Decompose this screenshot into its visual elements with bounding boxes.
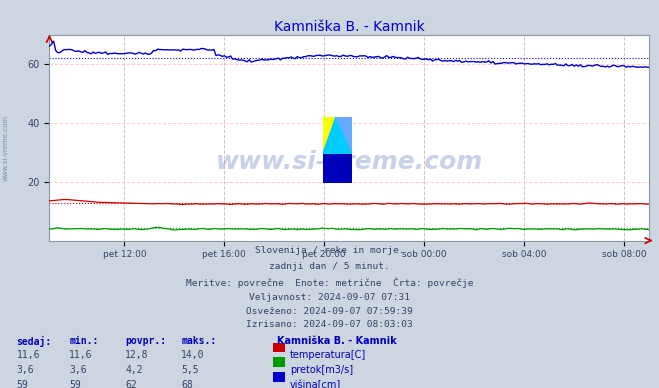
Text: temperatura[C]: temperatura[C]: [290, 350, 366, 360]
Text: Slovenija / reke in morje.: Slovenija / reke in morje.: [255, 246, 404, 255]
Text: www.si-vreme.com: www.si-vreme.com: [215, 151, 483, 175]
Text: Meritve: povrečne  Enote: metrične  Črta: povrečje: Meritve: povrečne Enote: metrične Črta: …: [186, 277, 473, 288]
Text: 14,0: 14,0: [181, 350, 205, 360]
Text: maks.:: maks.:: [181, 336, 216, 346]
Title: Kamniška B. - Kamnik: Kamniška B. - Kamnik: [274, 20, 424, 34]
Text: 3,6: 3,6: [69, 365, 87, 375]
Text: pretok[m3/s]: pretok[m3/s]: [290, 365, 353, 375]
Text: višina[cm]: višina[cm]: [290, 380, 341, 388]
Text: 59: 59: [69, 380, 81, 388]
Text: Kamniška B. - Kamnik: Kamniška B. - Kamnik: [277, 336, 397, 346]
Text: sedaj:: sedaj:: [16, 336, 51, 346]
Text: 62: 62: [125, 380, 137, 388]
Text: Veljavnost: 2024-09-07 07:31: Veljavnost: 2024-09-07 07:31: [249, 293, 410, 302]
Text: zadnji dan / 5 minut.: zadnji dan / 5 minut.: [269, 262, 390, 271]
Text: 3,6: 3,6: [16, 365, 34, 375]
Text: 68: 68: [181, 380, 193, 388]
Text: Izrisano: 2024-09-07 08:03:03: Izrisano: 2024-09-07 08:03:03: [246, 320, 413, 329]
Text: 59: 59: [16, 380, 28, 388]
Text: Osveženo: 2024-09-07 07:59:39: Osveženo: 2024-09-07 07:59:39: [246, 307, 413, 315]
Text: 12,8: 12,8: [125, 350, 149, 360]
Text: min.:: min.:: [69, 336, 99, 346]
Text: povpr.:: povpr.:: [125, 336, 166, 346]
Text: 4,2: 4,2: [125, 365, 143, 375]
Text: www.si-vreme.com: www.si-vreme.com: [2, 114, 9, 180]
Text: 11,6: 11,6: [16, 350, 40, 360]
Text: 5,5: 5,5: [181, 365, 199, 375]
Text: 11,6: 11,6: [69, 350, 93, 360]
